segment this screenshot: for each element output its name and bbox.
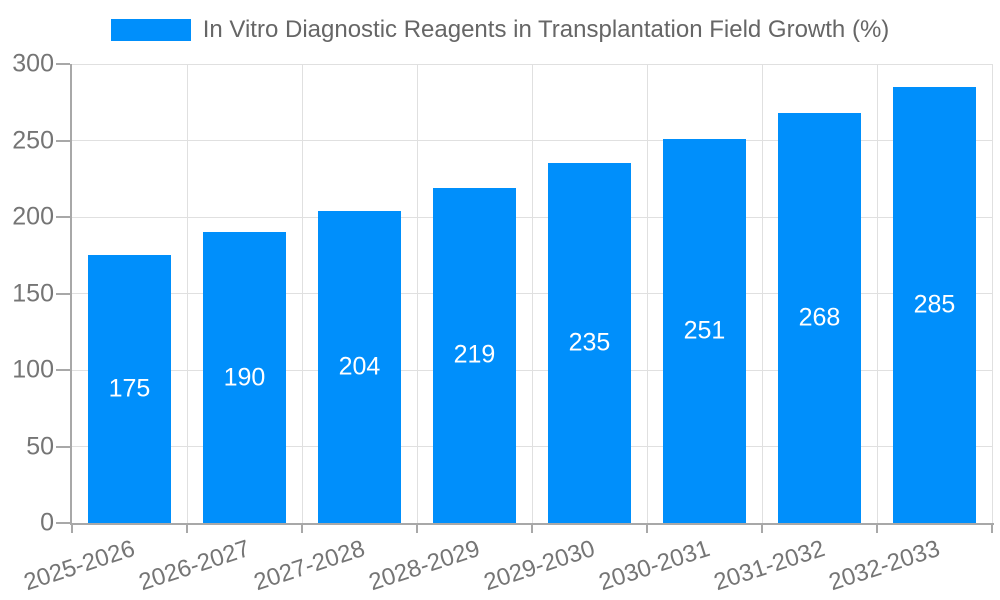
y-axis-tick-label: 250 [12,126,54,154]
y-axis-tick [56,369,70,371]
gridline-vertical [301,64,303,523]
x-axis-tick [876,523,878,533]
bar[interactable]: 268 [778,112,861,523]
x-axis-tick [186,523,188,533]
gridline-vertical [876,64,878,523]
bar-value-label: 175 [108,374,151,403]
x-axis-tick-label: 2030-2031 [595,535,713,597]
bar-value-label: 235 [568,328,611,357]
bar[interactable]: 285 [893,86,976,523]
x-axis-tick-label: 2028-2029 [365,535,483,597]
x-axis-tick-label: 2027-2028 [250,535,368,597]
y-axis-tick [56,63,70,65]
x-axis-tick [646,523,648,533]
gridline-vertical [416,64,418,523]
gridline-vertical [186,64,188,523]
bar-value-label: 204 [338,352,381,381]
legend-label: In Vitro Diagnostic Reagents in Transpla… [202,16,890,43]
bar-value-label: 285 [913,290,956,319]
y-axis-tick [56,216,70,218]
gridline-vertical [646,64,648,523]
x-axis-tick-label: 2032-2033 [825,535,943,597]
bar[interactable]: 190 [203,232,286,523]
x-axis-tick-label: 2026-2027 [135,535,253,597]
y-axis-tick-label: 200 [12,202,54,231]
y-axis-tick-label: 150 [12,279,54,307]
gridline-vertical [991,64,993,523]
x-axis-tick [71,523,73,533]
bar-value-label: 268 [798,303,841,332]
x-axis-tick [301,523,303,533]
y-axis-tick-label: 300 [12,49,54,78]
x-axis-tick-label: 2031-2032 [710,535,828,597]
y-axis-tick-label: 100 [12,355,54,384]
x-axis-tick-label: 2025-2026 [20,535,138,597]
y-axis-tick [56,139,70,142]
bar[interactable]: 219 [433,187,516,523]
bar-value-label: 219 [453,340,496,369]
plot-area: 0 50 100 150 200 250 300 175 2025-2026 190 2026-20… [12,50,994,596]
x-axis-tick [991,523,993,533]
chart-legend[interactable]: In Vitro Diagnostic Reagents in Transpla… [0,16,1000,44]
bar-value-label: 251 [683,316,726,345]
bar[interactable]: 204 [318,210,401,523]
y-axis-tick-label: 0 [40,508,54,537]
x-axis-tick [761,523,763,533]
bar[interactable]: 251 [663,138,746,523]
bar-value-label: 190 [223,363,266,392]
gridline-vertical [531,64,533,523]
y-axis-tick [56,292,70,295]
bar[interactable]: 175 [88,255,171,523]
y-axis-tick [56,445,70,448]
y-axis-line [70,64,72,523]
x-axis-tick-label: 2029-2030 [480,535,598,597]
x-axis-tick [531,523,533,533]
y-axis-tick [56,522,70,524]
legend-marker-icon [110,19,191,41]
x-axis-tick [416,523,418,533]
bar[interactable]: 235 [548,163,631,523]
y-axis-tick-label: 50 [26,432,54,460]
gridline-vertical [761,64,763,523]
